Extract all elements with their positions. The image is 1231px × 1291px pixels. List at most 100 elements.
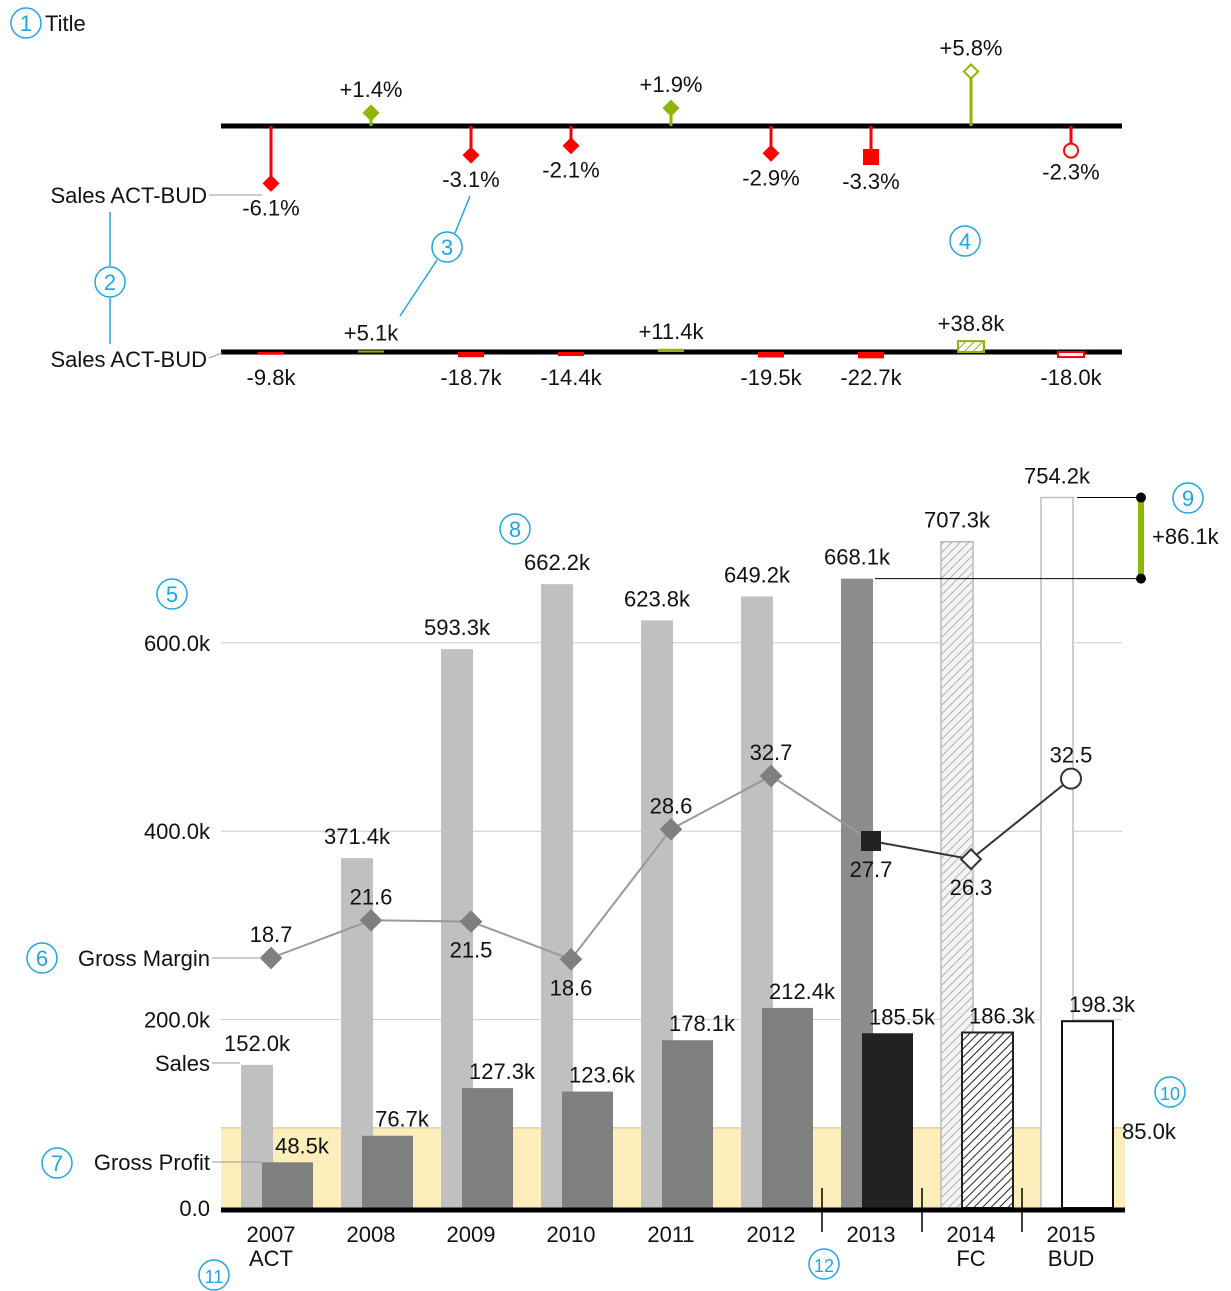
- profit-data-label: 198.3k: [1069, 992, 1136, 1017]
- pin-head: [462, 146, 480, 164]
- margin-point: [861, 831, 881, 851]
- profit-data-label: 186.3k: [969, 1004, 1036, 1029]
- marker-number: 3: [441, 235, 453, 260]
- gross-profit-bar: [961, 1031, 1014, 1209]
- margin-data-label: 21.6: [350, 884, 393, 909]
- margin-data-label: 21.5: [450, 938, 493, 963]
- pin-head: [262, 174, 280, 192]
- data-label: +5.1k: [344, 321, 399, 346]
- sales-data-label: 371.4k: [324, 824, 391, 849]
- x-tick-label: 2007: [247, 1222, 296, 1247]
- variance-bar: [957, 340, 985, 353]
- marker-number: 5: [166, 582, 178, 607]
- annotation-marker-1: 1: [10, 7, 42, 39]
- data-label: -18.7k: [440, 365, 502, 390]
- pct-pin: -3.3%: [842, 126, 900, 194]
- data-label: -19.5k: [740, 365, 802, 390]
- row-label-gross-profit: Gross Profit: [94, 1150, 210, 1175]
- marker-number: 10: [1160, 1084, 1180, 1104]
- variance-bar: [258, 352, 284, 355]
- pct-pin: +1.4%: [340, 77, 403, 126]
- margin-data-label: 32.7: [750, 740, 793, 765]
- data-label: -18.0k: [1040, 365, 1102, 390]
- gross-profit-bar: [862, 1033, 913, 1208]
- margin-data-label: 32.5: [1050, 743, 1093, 768]
- annotation-marker-7: 7: [41, 1147, 73, 1179]
- profit-data-label: 212.4k: [769, 979, 836, 1004]
- data-label: +1.4%: [340, 77, 403, 102]
- gross-profit-bar: [262, 1162, 313, 1208]
- pin-head: [863, 149, 879, 166]
- x-tick-label: 2015: [1047, 1222, 1096, 1247]
- y-tick-label: 600.0k: [144, 631, 211, 656]
- marker-circle: [198, 1259, 230, 1291]
- marker-number: 1: [20, 11, 32, 36]
- sales-data-label: 668.1k: [824, 545, 891, 570]
- y-tick-label: 400.0k: [144, 819, 211, 844]
- variance-bar: [658, 348, 684, 352]
- marker-connector: [399, 259, 438, 317]
- sales-data-label: 754.2k: [1024, 464, 1091, 489]
- diff-label: +86.1k: [1152, 524, 1220, 549]
- profit-data-label: 76.7k: [375, 1107, 430, 1132]
- annotation-marker-2: 2: [94, 266, 126, 298]
- gross-profit-bar: [1061, 1020, 1114, 1210]
- marker-circle: [499, 513, 531, 545]
- variance-bar: [858, 352, 884, 359]
- pct-pin: -2.1%: [542, 126, 600, 183]
- variance-bar: [758, 352, 784, 358]
- marker-connector: [454, 195, 471, 234]
- pin-head: [962, 62, 980, 80]
- x-tick-sublabel: ACT: [249, 1246, 293, 1271]
- marker-number: 8: [509, 517, 521, 542]
- data-label: -6.1%: [242, 195, 299, 220]
- x-tick-label: 2009: [447, 1222, 496, 1247]
- margin-data-label: 18.7: [250, 922, 293, 947]
- margin-data-label: 18.6: [550, 975, 593, 1000]
- marker-circle: [26, 942, 58, 974]
- margin-point: [359, 908, 383, 932]
- variance-absolute-chart: -9.8k +5.1k -18.7k -14.4k +11.4k -19.5k -22.7k…: [221, 311, 1122, 390]
- profit-data-label: 178.1k: [669, 1011, 736, 1036]
- margin-point: [559, 947, 583, 971]
- data-label: -22.7k: [840, 365, 902, 390]
- x-tick-label: 2008: [347, 1222, 396, 1247]
- annotation-marker-8: 8: [499, 513, 531, 545]
- x-tick-sublabel: FC: [956, 1246, 985, 1271]
- margin-point: [659, 817, 683, 841]
- marker-number: 12: [814, 1256, 834, 1276]
- annotation-marker-12: 12: [808, 1248, 840, 1280]
- pin-head: [662, 99, 680, 117]
- variance-bar: [558, 352, 584, 357]
- annotation-marker-6: 6: [26, 942, 58, 974]
- annotation-marker-11: 11: [198, 1259, 230, 1291]
- y-tick-label: 200.0k: [144, 1008, 211, 1033]
- row-label-sales: Sales: [155, 1051, 210, 1076]
- gross-profit-bar: [462, 1088, 513, 1208]
- sales-data-label: 662.2k: [524, 550, 591, 575]
- margin-point: [959, 847, 983, 871]
- marker-number: 7: [51, 1151, 63, 1176]
- marker-circle: [94, 266, 126, 298]
- annotation-marker-4: 4: [949, 225, 981, 257]
- x-tick-label: 2011: [647, 1222, 694, 1247]
- sales-profit-chart: 85.0k0.0200.0k400.0k600.0k152.0k371.4k59…: [144, 464, 1220, 1271]
- marker-circle: [10, 7, 42, 39]
- variance-bar: [458, 352, 484, 358]
- pct-pin: -2.9%: [742, 126, 800, 190]
- sales-data-label: 623.8k: [624, 586, 691, 611]
- sales-data-label: 707.3k: [924, 508, 991, 533]
- marker-number: 2: [104, 270, 116, 295]
- x-tick-label: 2012: [747, 1222, 796, 1247]
- marker-number: 9: [1182, 486, 1194, 511]
- data-label: +1.9%: [640, 72, 703, 97]
- x-tick-label: 2010: [547, 1222, 596, 1247]
- marker-circle: [1172, 482, 1204, 514]
- sales-data-label: 593.3k: [424, 615, 491, 640]
- annotation-marker-10: 10: [1154, 1076, 1186, 1108]
- x-tick-sublabel: BUD: [1048, 1246, 1094, 1271]
- data-label: +5.8%: [940, 35, 1003, 60]
- data-label: -3.1%: [442, 167, 499, 192]
- data-label: -2.3%: [1042, 160, 1099, 185]
- pin-head: [762, 144, 780, 162]
